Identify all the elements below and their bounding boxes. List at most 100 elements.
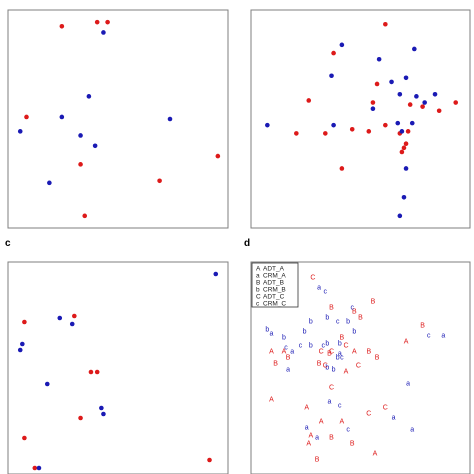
point-b-blue-1-2 xyxy=(376,56,382,62)
point-d-blue-3-7: b xyxy=(303,329,307,336)
point-c-blue-1-5 xyxy=(44,381,50,387)
point-d-blue-1-11: a xyxy=(315,435,319,442)
point-d-red-2-11: B xyxy=(375,355,380,362)
point-a-red-0-1 xyxy=(94,19,100,25)
point-a-red-0-6 xyxy=(215,153,221,159)
point-d-red-2-14: B xyxy=(315,457,320,464)
point-b-red-0-17 xyxy=(399,149,405,155)
point-b-blue-1-3 xyxy=(403,75,409,81)
point-b-red-0-12 xyxy=(366,129,372,134)
point-d-blue-3-5: b xyxy=(325,341,329,348)
point-d-blue-5-2: c xyxy=(321,343,325,350)
point-c-blue-1-3 xyxy=(20,341,25,347)
point-c-blue-1-2 xyxy=(69,321,75,327)
point-d-red-2-5: B xyxy=(340,335,345,342)
point-d-red-0-1: A xyxy=(269,349,274,356)
point-d-red-4-2: C xyxy=(319,349,324,356)
panel-a-points xyxy=(17,19,221,219)
point-b-red-0-15 xyxy=(403,141,409,147)
point-b-red-0-19 xyxy=(339,166,345,171)
legend-symbol-crm_c: c xyxy=(256,301,260,308)
point-d-blue-3-10: b xyxy=(325,365,329,372)
legend-symbol-crm_b: b xyxy=(256,287,260,294)
point-d-blue-3-11: b xyxy=(336,355,340,362)
point-d-blue-1-0: a xyxy=(317,285,321,292)
point-d-blue-3-1: b xyxy=(309,319,313,326)
point-a-blue-1-1 xyxy=(86,94,92,99)
point-d-red-4-0: C xyxy=(310,275,315,282)
point-d-red-2-9: B xyxy=(317,361,322,368)
point-d-red-4-5: C xyxy=(356,363,361,370)
point-d-blue-1-4: a xyxy=(286,367,290,374)
point-b-red-0-18 xyxy=(294,131,299,136)
point-d-blue-5-9: c xyxy=(350,305,354,312)
point-d-red-2-6: B xyxy=(366,349,371,356)
point-c-blue-1-1 xyxy=(57,315,63,321)
point-b-red-0-1 xyxy=(331,50,336,56)
point-d-blue-1-5: a xyxy=(406,381,410,388)
point-d-blue-1-6: a xyxy=(392,415,396,422)
point-a-blue-1-2 xyxy=(167,116,173,122)
point-d-blue-1-7: a xyxy=(441,333,445,340)
point-b-blue-1-15 xyxy=(399,129,405,134)
point-c-blue-1-6 xyxy=(99,405,104,411)
point-a-blue-1-7 xyxy=(47,180,52,186)
point-d-blue-1-2: a xyxy=(290,349,294,356)
point-d-blue-3-4: b xyxy=(338,341,342,348)
point-a-blue-1-5 xyxy=(78,133,83,138)
point-c-blue-1-0 xyxy=(213,271,219,277)
point-b-blue-1-6 xyxy=(414,94,419,99)
point-d-red-0-4: A xyxy=(344,369,349,376)
point-b-blue-1-13 xyxy=(395,120,401,126)
point-d-red-2-3: B xyxy=(352,309,357,316)
point-d-blue-3-12: b xyxy=(265,327,269,334)
point-b-red-0-7 xyxy=(306,98,312,103)
point-b-red-0-14 xyxy=(405,129,411,134)
point-d-red-2-1: B xyxy=(358,315,363,322)
point-d-red-0-9: A xyxy=(308,433,313,440)
point-b-red-0-16 xyxy=(401,145,407,151)
point-d-red-4-7: C xyxy=(366,411,371,418)
legend-symbol-adt_c: C xyxy=(256,294,261,301)
panel-c: c xyxy=(5,238,229,474)
point-d-blue-5-5: c xyxy=(284,345,288,352)
point-d-red-2-4: B xyxy=(420,323,425,330)
legend-label-adt_c: ADT_C xyxy=(263,294,285,301)
point-c-blue-1-8 xyxy=(36,465,42,471)
point-a-red-0-7 xyxy=(82,213,88,219)
point-a-blue-1-3 xyxy=(17,129,23,134)
point-b-blue-1-10 xyxy=(432,91,438,97)
point-d-red-0-10: A xyxy=(306,441,311,448)
point-d-red-0-5: A xyxy=(269,397,274,404)
point-b-blue-1-9 xyxy=(422,100,427,105)
point-b-red-0-4 xyxy=(420,104,425,109)
panel-c-points xyxy=(17,271,219,471)
point-c-blue-1-7 xyxy=(101,411,106,417)
point-d-blue-5-7: c xyxy=(346,427,350,434)
panel-a xyxy=(7,9,229,229)
point-d-blue-3-8: b xyxy=(282,335,286,342)
legend-label-crm_c: CRM_C xyxy=(263,301,286,308)
panel-b-points xyxy=(265,21,459,219)
point-d-blue-5-6: c xyxy=(338,403,342,410)
point-c-red-0-1 xyxy=(72,313,77,319)
point-d-red-0-11: A xyxy=(373,451,378,458)
point-d-red-0-0: A xyxy=(282,349,287,356)
legend-symbol-adt_b: B xyxy=(256,280,260,287)
point-b-red-0-2 xyxy=(374,81,380,87)
point-c-red-0-3 xyxy=(94,369,100,375)
point-d-red-2-2: B xyxy=(371,299,376,306)
point-a-blue-1-0 xyxy=(101,30,106,35)
panel-b-frame xyxy=(250,9,471,229)
point-a-red-0-4 xyxy=(157,178,162,184)
point-d-blue-3-2: b xyxy=(346,319,350,326)
point-a-blue-1-4 xyxy=(59,114,65,120)
point-b-red-0-0 xyxy=(383,21,388,27)
point-d-blue-3-9: b xyxy=(332,367,336,374)
point-d-blue-5-4: c xyxy=(299,343,303,350)
point-b-red-0-11 xyxy=(323,131,328,136)
point-b-blue-1-11 xyxy=(265,122,270,128)
point-d-red-4-1: C xyxy=(343,343,348,350)
